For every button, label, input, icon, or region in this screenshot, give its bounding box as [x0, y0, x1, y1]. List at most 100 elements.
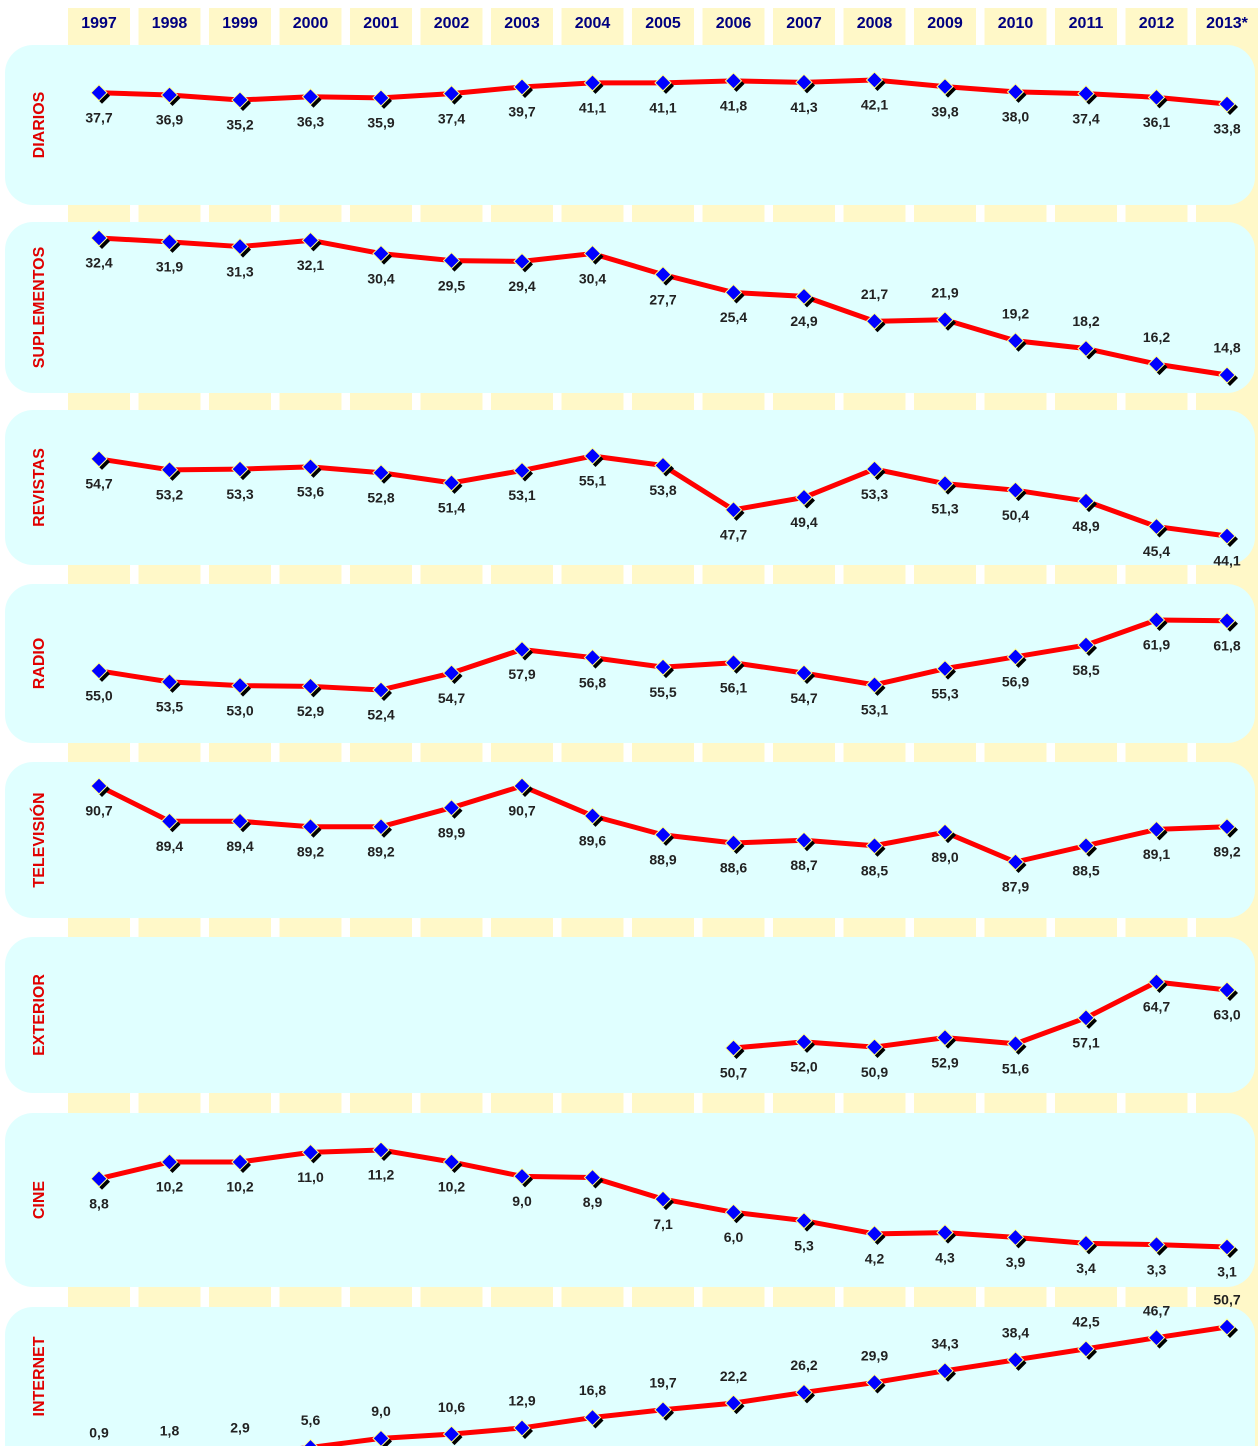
data-label: 35,2	[226, 117, 253, 133]
marker	[865, 1373, 884, 1392]
marker	[1006, 853, 1025, 871]
data-label: 44,1	[1213, 553, 1240, 569]
data-label: 89,0	[931, 849, 958, 865]
data-label: 50,7	[1213, 1292, 1240, 1308]
marker	[160, 673, 179, 691]
data-label: 53,2	[156, 487, 183, 503]
data-label: 38,0	[1002, 109, 1029, 125]
marker	[724, 1039, 743, 1057]
marker	[724, 654, 743, 672]
marker	[231, 460, 249, 478]
marker	[160, 86, 179, 104]
data-label: 5,6	[301, 1412, 321, 1428]
data-label: 25,4	[720, 309, 747, 325]
data-label: 89,2	[367, 843, 394, 859]
marker	[1218, 818, 1236, 836]
marker	[654, 265, 672, 284]
panel	[5, 45, 1255, 205]
data-label: 53,6	[297, 484, 324, 500]
data-label: 4,3	[935, 1249, 955, 1265]
marker	[654, 1190, 672, 1208]
marker	[795, 1211, 813, 1230]
data-label: 50,9	[861, 1064, 888, 1080]
marker	[513, 640, 531, 659]
marker	[583, 648, 602, 667]
data-label: 12,9	[508, 1393, 535, 1409]
year-label: 1997	[81, 15, 117, 32]
data-label: 89,1	[1143, 846, 1170, 862]
data-label: 54,7	[790, 690, 817, 706]
marker	[1077, 339, 1095, 358]
data-label: 89,4	[226, 838, 253, 854]
data-label: 49,4	[790, 514, 817, 530]
marker	[513, 252, 531, 271]
data-label: 10,6	[438, 1399, 465, 1415]
year-label: 1999	[222, 15, 258, 32]
data-label: 90,7	[85, 803, 112, 819]
year-label: 2003	[504, 15, 540, 32]
marker	[1006, 1228, 1025, 1247]
marker	[160, 1153, 179, 1171]
year-label: 2010	[998, 15, 1034, 32]
data-label: 32,4	[85, 255, 112, 271]
marker	[654, 1401, 672, 1419]
data-label: 37,4	[1072, 110, 1099, 126]
marker	[372, 818, 390, 836]
marker	[1218, 612, 1236, 630]
data-label: 54,7	[438, 690, 465, 706]
data-label: 39,8	[931, 103, 958, 119]
data-label: 88,6	[720, 860, 747, 876]
marker	[513, 461, 531, 480]
data-label: 27,7	[649, 291, 676, 307]
marker	[1006, 1035, 1025, 1053]
marker	[301, 458, 320, 476]
marker	[372, 1429, 390, 1446]
data-label: 55,5	[649, 684, 676, 700]
data-label: 89,9	[438, 824, 465, 840]
data-label: 36,3	[297, 113, 324, 129]
data-label: 53,3	[226, 486, 253, 502]
marker	[583, 1168, 602, 1187]
marker	[301, 1143, 320, 1162]
data-label: 36,1	[1143, 114, 1170, 130]
data-label: 88,9	[649, 852, 676, 868]
year-label: 2008	[857, 15, 893, 32]
panel-title: INTERNET	[31, 1336, 48, 1416]
marker	[1218, 366, 1236, 384]
marker	[513, 78, 531, 96]
data-label: 58,5	[1072, 662, 1099, 678]
panel-title: REVISTAS	[31, 448, 48, 527]
marker	[513, 777, 531, 795]
panel	[5, 410, 1255, 565]
data-label: 3,9	[1006, 1254, 1026, 1270]
data-label: 53,1	[861, 702, 888, 718]
data-label: 51,3	[931, 500, 958, 516]
marker	[654, 658, 672, 676]
marker	[442, 1153, 461, 1171]
marker	[442, 1425, 461, 1443]
year-label: 2009	[927, 15, 963, 32]
marker	[231, 1153, 249, 1171]
marker	[936, 823, 954, 841]
data-label: 9,0	[512, 1193, 532, 1209]
marker	[724, 1203, 743, 1221]
marker	[936, 659, 954, 678]
year-label: 2012	[1139, 15, 1175, 32]
data-label: 37,7	[85, 109, 112, 125]
data-label: 55,3	[931, 685, 958, 701]
data-label: 90,7	[508, 803, 535, 819]
marker	[301, 231, 320, 250]
data-label: 56,1	[720, 679, 747, 695]
marker	[1147, 820, 1166, 839]
data-label: 42,5	[1072, 1314, 1099, 1330]
data-label: 2,9	[230, 1419, 250, 1435]
marker	[795, 1383, 813, 1402]
data-label: 29,5	[438, 277, 465, 293]
year-label: 2005	[645, 15, 681, 32]
marker	[513, 1419, 531, 1437]
data-label: 33,8	[1213, 121, 1240, 137]
data-label: 64,7	[1143, 999, 1170, 1015]
data-label: 29,9	[861, 1347, 888, 1363]
data-label: 45,4	[1143, 543, 1170, 559]
marker	[795, 488, 813, 507]
